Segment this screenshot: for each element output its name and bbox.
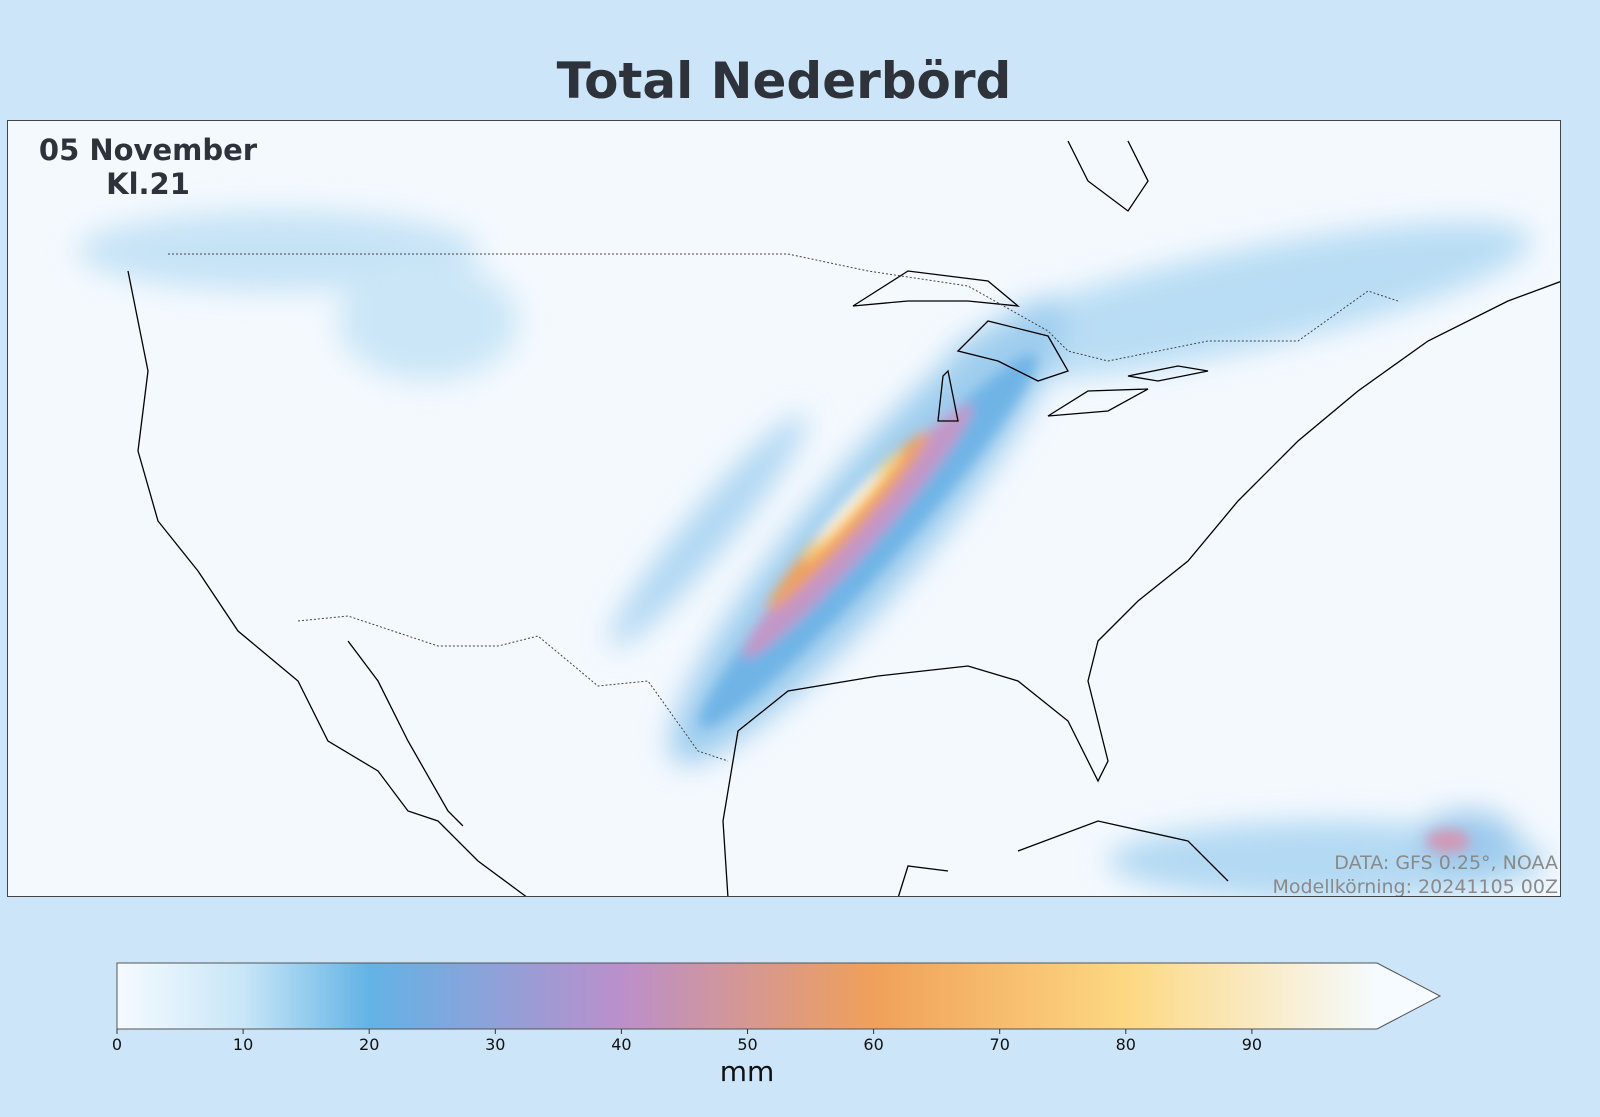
valid-time-label: 05 November Kl.21 <box>28 133 268 201</box>
chart-title: Total Nederbörd <box>556 52 1012 110</box>
data-credit: DATA: GFS 0.25°, NOAA <box>1334 852 1558 874</box>
model-run-label: Modellkörning: 20241105 00Z <box>1272 876 1558 897</box>
time-label: Kl.21 <box>106 167 190 201</box>
colorbar-body <box>116 962 1442 1030</box>
colorbar-tick-label: 0 <box>111 1035 123 1054</box>
colorbar-tick-label: 30 <box>485 1035 506 1054</box>
colorbar-tick-label: 70 <box>989 1035 1010 1054</box>
borders <box>168 253 1399 762</box>
colorbar-tick-label: 10 <box>232 1035 254 1054</box>
colorbar-tick-label: 90 <box>1241 1035 1263 1054</box>
colorbar-tick-label: 20 <box>359 1035 380 1054</box>
colorbar-unit-label: mm <box>719 1055 775 1088</box>
map-canvas <box>78 140 1560 896</box>
colorbar-tick-label: 40 <box>611 1035 632 1054</box>
date-label: 05 November <box>38 133 258 167</box>
colorbar-tick-label: 80 <box>1115 1035 1136 1054</box>
precip-band <box>699 354 1470 853</box>
coastlines <box>127 140 1560 896</box>
colorbar-tick-label: 60 <box>863 1035 884 1054</box>
colorbar-tick-label: 50 <box>737 1035 758 1054</box>
precipitation-map: 05 November Kl.21 DATA: GFS 0.25°, NOAA … <box>7 120 1561 897</box>
